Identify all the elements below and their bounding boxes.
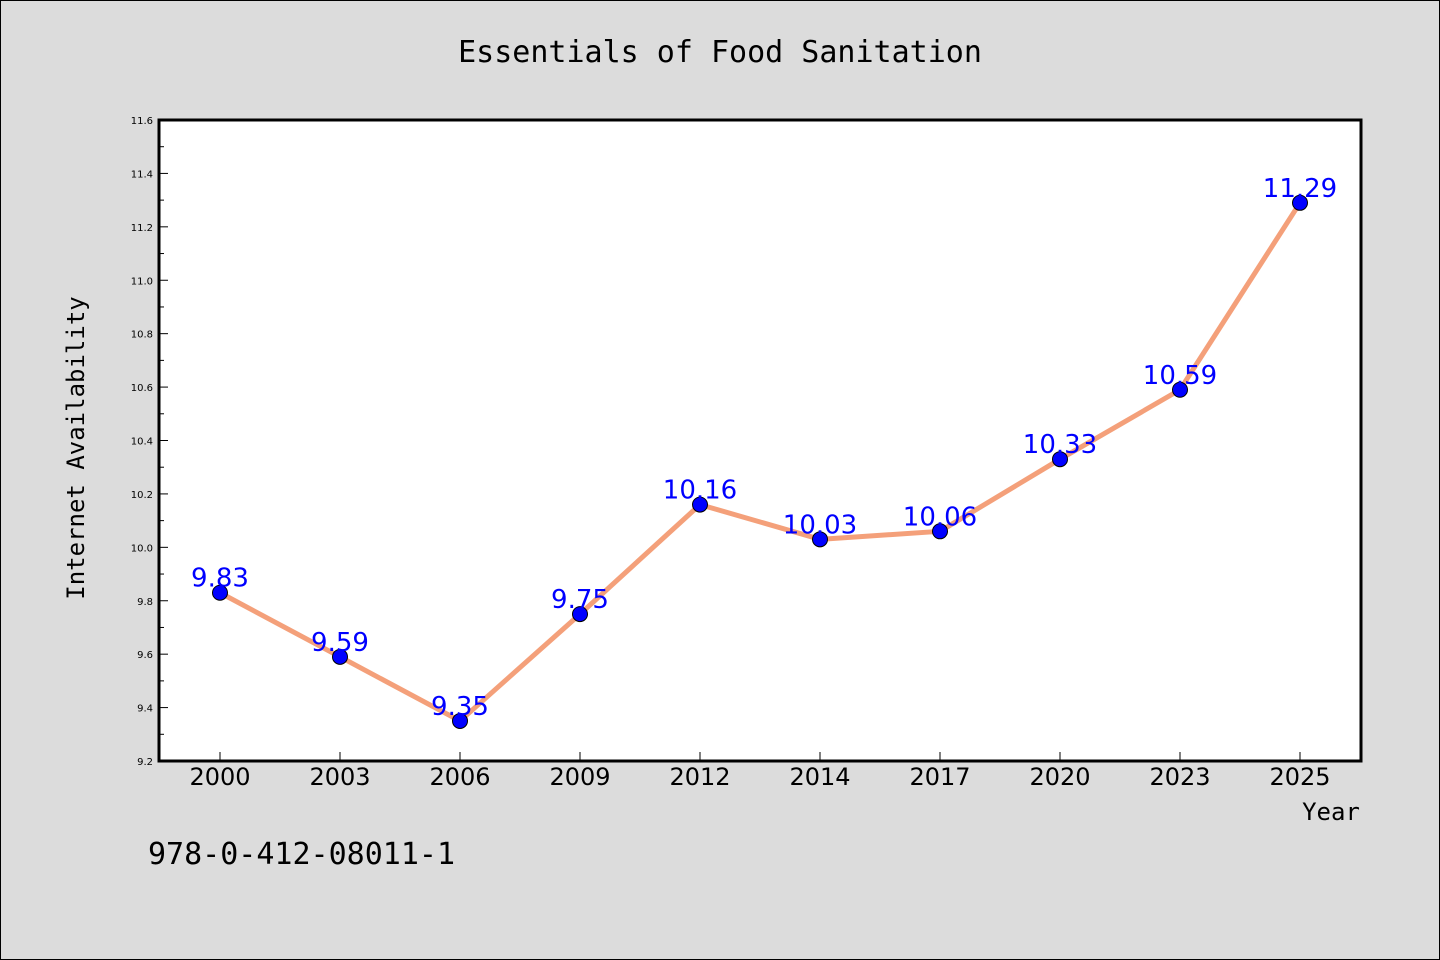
y-tick-label: 11.0 xyxy=(131,276,153,287)
y-tick-label: 10.4 xyxy=(131,437,153,448)
y-tick-label: 9.8 xyxy=(137,597,153,608)
y-tick-label: 9.2 xyxy=(137,757,153,768)
y-axis-label: Internet Availability xyxy=(62,296,90,599)
data-point xyxy=(1052,451,1068,468)
y-tick-label: 9.6 xyxy=(137,650,153,661)
data-label: 9.83 xyxy=(191,564,249,594)
x-tick-label: 2014 xyxy=(789,763,850,791)
y-tick-label: 10.6 xyxy=(131,383,153,394)
data-point xyxy=(1172,381,1188,398)
data-label: 9.75 xyxy=(551,585,609,615)
data-point xyxy=(572,606,588,623)
y-tick-label: 11.4 xyxy=(131,169,153,180)
x-tick-label: 2020 xyxy=(1029,763,1090,791)
data-label: 10.59 xyxy=(1143,361,1217,391)
data-point xyxy=(212,584,228,601)
y-tick-label: 11.6 xyxy=(131,116,153,127)
data-point xyxy=(812,531,828,548)
y-tick-label: 10.8 xyxy=(131,330,153,341)
plot-area xyxy=(157,118,1363,763)
data-point xyxy=(692,496,708,513)
data-point xyxy=(452,712,468,729)
data-labels: 9.83 9.59 9.35 9.75 10.16 10.03 10.06 10.33 10.5… xyxy=(191,174,1337,722)
y-tick-label: 10.0 xyxy=(131,543,153,554)
series-line xyxy=(217,200,1303,724)
x-tick-label: 2009 xyxy=(549,763,610,791)
data-label: 10.16 xyxy=(663,476,737,506)
y-axis: 9.2 9.4 9.6 9.8 10.0 10.2 10.4 10.6 10.8 11.0 11.2… xyxy=(131,116,168,768)
x-tick-label: 2023 xyxy=(1149,763,1210,791)
x-tick-label: 2017 xyxy=(909,763,970,791)
data-point xyxy=(1292,194,1308,211)
x-tick-label: 2000 xyxy=(189,763,250,791)
data-label: 10.33 xyxy=(1023,430,1097,460)
footer-code: 978-0-412-08011-1 xyxy=(148,837,455,872)
y-tick-label: 9.4 xyxy=(137,704,153,715)
x-tick-label: 2012 xyxy=(669,763,730,791)
data-label: 10.03 xyxy=(783,510,857,540)
x-axis: 2000 2003 2006 2009 2012 2014 2017 2020 2023 2025 xyxy=(189,752,1331,791)
data-markers xyxy=(212,194,1308,729)
data-point xyxy=(932,523,948,540)
x-tick-label: 2003 xyxy=(309,763,370,791)
x-tick-label: 2006 xyxy=(429,763,490,791)
data-label: 9.35 xyxy=(431,692,489,722)
x-tick-label: 2025 xyxy=(1269,763,1330,791)
y-tick-label: 10.2 xyxy=(131,490,153,501)
y-tick-label: 11.2 xyxy=(131,223,153,234)
data-point xyxy=(332,648,348,665)
x-axis-label: Year xyxy=(1302,798,1360,826)
data-label: 9.59 xyxy=(311,628,369,658)
data-label: 11.29 xyxy=(1263,174,1337,204)
data-label: 10.06 xyxy=(903,502,977,532)
chart-title: Essentials of Food Sanitation xyxy=(458,35,982,70)
